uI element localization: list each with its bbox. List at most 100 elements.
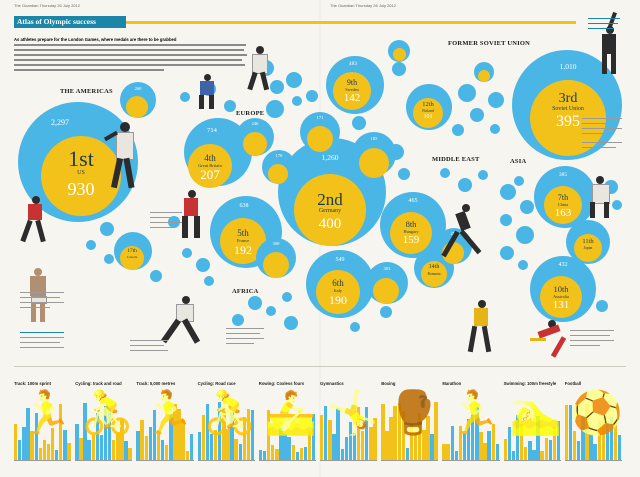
tiny-bubble [182,248,192,258]
region-label-americas: THE AMERICAS [60,88,113,95]
decorative-bar [55,449,59,460]
decorative-bar [434,402,438,460]
decorative-bar [246,408,251,460]
decorative-bar [409,424,414,460]
decorative-bar [519,424,524,460]
bubble-small-gold [307,126,333,152]
tiny-bubble [520,200,534,214]
romania-rank-label: 14th [428,264,440,270]
intro-line [14,64,245,66]
tiny-bubble [204,276,214,286]
decorative-bar [250,410,255,460]
sport-baseline [320,460,378,461]
sport-baseline [136,460,194,461]
tiny-bubble [248,296,262,310]
region-label-asia: ASIA [510,158,527,165]
tiny-bubble [150,270,162,282]
decorative-bar [22,426,26,460]
decorative-bar [336,407,340,460]
sweden-rank-label: 9th [346,78,358,87]
decorative-bar [307,431,312,460]
tiny-bubble [440,168,450,178]
decorative-bar [18,439,22,460]
bubble-finland-gold [413,98,443,128]
decorative-bar [328,420,332,460]
decorative-bar [475,406,479,460]
decorative-bar [87,440,91,460]
decorative-bar [454,450,459,460]
swimming-icon: 🏊 [509,389,562,436]
decorative-bar [352,433,357,460]
sport-label: Track: 100m sprint [14,381,52,386]
folio-right: The Guardian Thursday 26 July 2012 [330,3,396,8]
sport-baseline [503,460,561,461]
finland-country-label: Finland [422,109,434,113]
bubble-small-gold [373,278,399,304]
sport-panel: 🥊 [381,386,440,460]
decorative-bar [103,405,108,460]
tiny-bubble [100,222,114,236]
sport-panel: 🏃 [442,386,501,460]
sport-label: Gymnastics [320,381,344,386]
decorative-bar [593,444,597,460]
decorative-bar [361,430,365,460]
decorative-bar [613,421,618,460]
decorative-bar [581,415,585,460]
decorative-bar [136,431,140,460]
decorative-bar [303,446,308,460]
decorative-bar [83,402,87,460]
marathon-icon: 🏃 [448,389,501,436]
tiny-bubble [612,200,622,210]
intro-line [14,49,244,51]
decorative-bar [532,450,536,460]
decorative-bar [26,408,30,460]
folio-left: The Guardian Thursday 26 July 2012 [14,3,80,8]
decorative-bar [373,418,377,460]
decorative-bar [524,446,528,460]
sport-baseline [197,460,255,461]
decorative-bar [511,450,516,460]
intro-line [14,59,242,61]
romania-country-label: Romania [427,272,441,276]
decorative-bar [140,419,144,460]
tiny-bubble [470,108,484,122]
intro-line [14,44,246,46]
decorative-bar [348,421,353,460]
decorative-bar [295,451,300,460]
bubble-australia-gold [540,276,582,318]
tiny-bubble [352,116,366,130]
decorative-bar [238,444,242,460]
bubble-hungary-gold [390,212,432,254]
bubble-italy-gold [316,270,360,314]
tiny-bubble [86,240,96,250]
boxing-icon: 🥊 [387,389,440,436]
tiny-bubble [388,144,404,160]
tiny-bubble [266,306,276,316]
decorative-bar [564,404,569,460]
decorative-bar [144,435,148,460]
decorative-bar [299,447,304,460]
small-total-label: 170 [275,153,283,158]
tiny-bubble [224,100,236,112]
tiny-bubble [292,96,302,106]
decorative-bar [540,450,544,460]
bubble-small-gold [359,148,389,178]
decorative-bar [462,432,467,460]
us-country-label: US [77,170,85,176]
decorative-bar [401,410,406,460]
intro-line [14,54,247,56]
china-rank-label: 7th [557,193,569,202]
italy-total-label: 549 [335,257,345,263]
decorative-bar [507,426,512,460]
decorative-bar [446,443,450,460]
tiny-bubble [232,314,244,326]
france-gold-label: 192 [234,243,252,257]
sport-baseline [381,460,439,461]
tiny-bubble [196,258,210,272]
decorative-bar [67,442,71,460]
decorative-bar [226,428,230,460]
decorative-bar [218,402,222,460]
decorative-bar [556,420,561,460]
finland-rank-label: 12th [422,101,434,108]
sport-label: Football [564,381,582,386]
